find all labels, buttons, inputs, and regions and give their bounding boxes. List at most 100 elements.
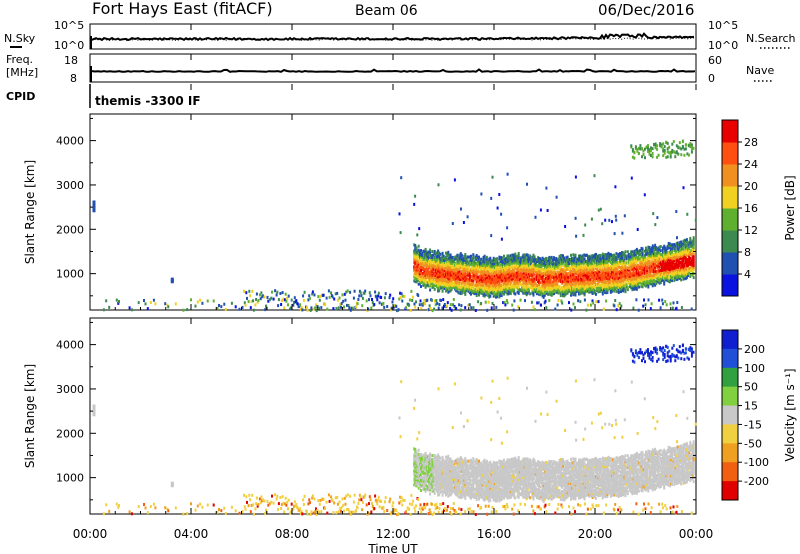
range-cell: [600, 288, 603, 291]
range-cell: [682, 247, 685, 251]
range-cell: [430, 278, 433, 282]
range-cell: [534, 266, 537, 270]
range-cell: [648, 274, 651, 277]
range-cell: [528, 278, 530, 282]
range-cell: [491, 269, 494, 273]
range-cell: [603, 276, 605, 280]
range-cell: [322, 293, 325, 297]
range-cell: [573, 264, 576, 268]
range-cell: [533, 283, 536, 287]
range-cell: [630, 266, 633, 270]
range-cell: [509, 262, 512, 266]
range-cell: [413, 202, 416, 206]
range-cell: [637, 277, 639, 281]
range-cell: [424, 277, 427, 281]
range-cell: [435, 255, 438, 259]
range-cell: [470, 284, 472, 288]
range-cell: [687, 242, 689, 246]
range-cell: [456, 277, 459, 281]
range-cell: [391, 300, 394, 304]
range-cell: [657, 260, 660, 264]
range-cell: [565, 264, 568, 268]
range-cell: [605, 273, 608, 277]
range-cell: [526, 259, 529, 263]
range-cell: [489, 264, 492, 268]
range-cell: [655, 280, 658, 284]
range-cell: [413, 469, 416, 473]
range-cell: [596, 267, 599, 271]
range-cell: [318, 298, 321, 302]
range-cell: [667, 263, 670, 267]
range-cell: [646, 283, 649, 287]
range-cell: [662, 252, 664, 256]
range-cell: [414, 464, 417, 467]
range-cell: [518, 264, 521, 268]
range-cell: [450, 277, 453, 281]
range-cell: [509, 286, 512, 290]
range-cell: [608, 279, 611, 283]
range-cell: [426, 271, 429, 275]
range-cell: [479, 262, 482, 266]
range-cell: [458, 257, 461, 261]
range-cell: [692, 244, 695, 248]
range-cell: [690, 252, 693, 256]
range-cell: [597, 260, 600, 264]
range-cell: [646, 275, 649, 279]
range-cell: [473, 284, 476, 288]
range-cell: [492, 268, 495, 272]
range-cell: [413, 461, 416, 465]
range-cell: [526, 269, 529, 273]
range-cell: [643, 259, 646, 263]
range-cell: [441, 465, 444, 469]
range-cell: [437, 455, 440, 459]
range-cell: [620, 282, 622, 286]
range-cell: [368, 291, 371, 295]
range-cell: [500, 288, 503, 292]
range-cell: [415, 460, 418, 464]
range-cell: [589, 255, 592, 259]
range-cell: [649, 280, 652, 284]
range-cell: [434, 478, 437, 481]
range-cell: [674, 246, 677, 250]
range-cell: [333, 297, 336, 301]
range-cell: [499, 291, 502, 295]
range-cell: [574, 275, 577, 279]
range-cell: [596, 259, 599, 263]
range-cell: [473, 274, 476, 278]
range-cell: [313, 293, 316, 297]
range-cell: [546, 291, 549, 295]
range-cell: [691, 251, 694, 255]
range-cell: [606, 288, 609, 292]
range-cell: [600, 278, 603, 281]
range-cell: [437, 263, 440, 267]
range-cell: [439, 272, 442, 276]
range-cell: [573, 270, 576, 274]
range-cell: [446, 472, 449, 475]
range-cell: [666, 247, 669, 250]
range-cell: [433, 250, 436, 253]
range-cell: [616, 262, 619, 266]
range-cell: [421, 255, 424, 259]
range-cell: [413, 259, 416, 263]
range-cell: [546, 260, 549, 263]
range-cell: [446, 486, 449, 489]
range-cell: [557, 291, 560, 295]
range-cell: [587, 257, 589, 261]
range-cell: [417, 268, 420, 272]
range-cell: [512, 308, 515, 312]
range-cell: [591, 270, 594, 274]
range-cell: [450, 255, 453, 259]
range-cell: [434, 276, 437, 279]
range-cell: [526, 283, 529, 287]
range-cell: [520, 283, 522, 287]
range-cell: [474, 265, 477, 269]
range-cell: [416, 474, 419, 478]
range-cell: [543, 279, 546, 283]
range-cell: [449, 461, 452, 465]
range-cell: [528, 268, 530, 272]
range-cell: [458, 255, 461, 259]
range-cell: [491, 277, 494, 281]
range-cell: [647, 277, 650, 281]
range-cell: [283, 298, 286, 302]
range-cell: [308, 294, 311, 298]
